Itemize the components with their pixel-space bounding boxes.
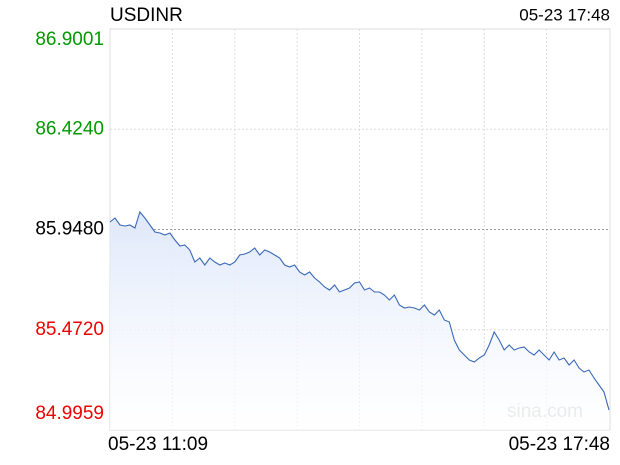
x-tick-label: 05-23 17:48 <box>509 434 610 455</box>
x-tick-label: 05-23 11:09 <box>108 434 208 455</box>
price-line <box>109 210 610 411</box>
chart-title: USDINR <box>110 5 183 26</box>
y-tick-label: 86.9001 <box>35 29 104 50</box>
y-tick-label: 84.9959 <box>35 403 104 424</box>
y-tick-label: 85.9480 <box>35 219 104 240</box>
timestamp: 05-23 17:48 <box>519 5 610 24</box>
y-tick-label: 85.4720 <box>35 319 104 340</box>
y-tick-label: 86.4240 <box>35 118 104 139</box>
area <box>110 212 609 430</box>
